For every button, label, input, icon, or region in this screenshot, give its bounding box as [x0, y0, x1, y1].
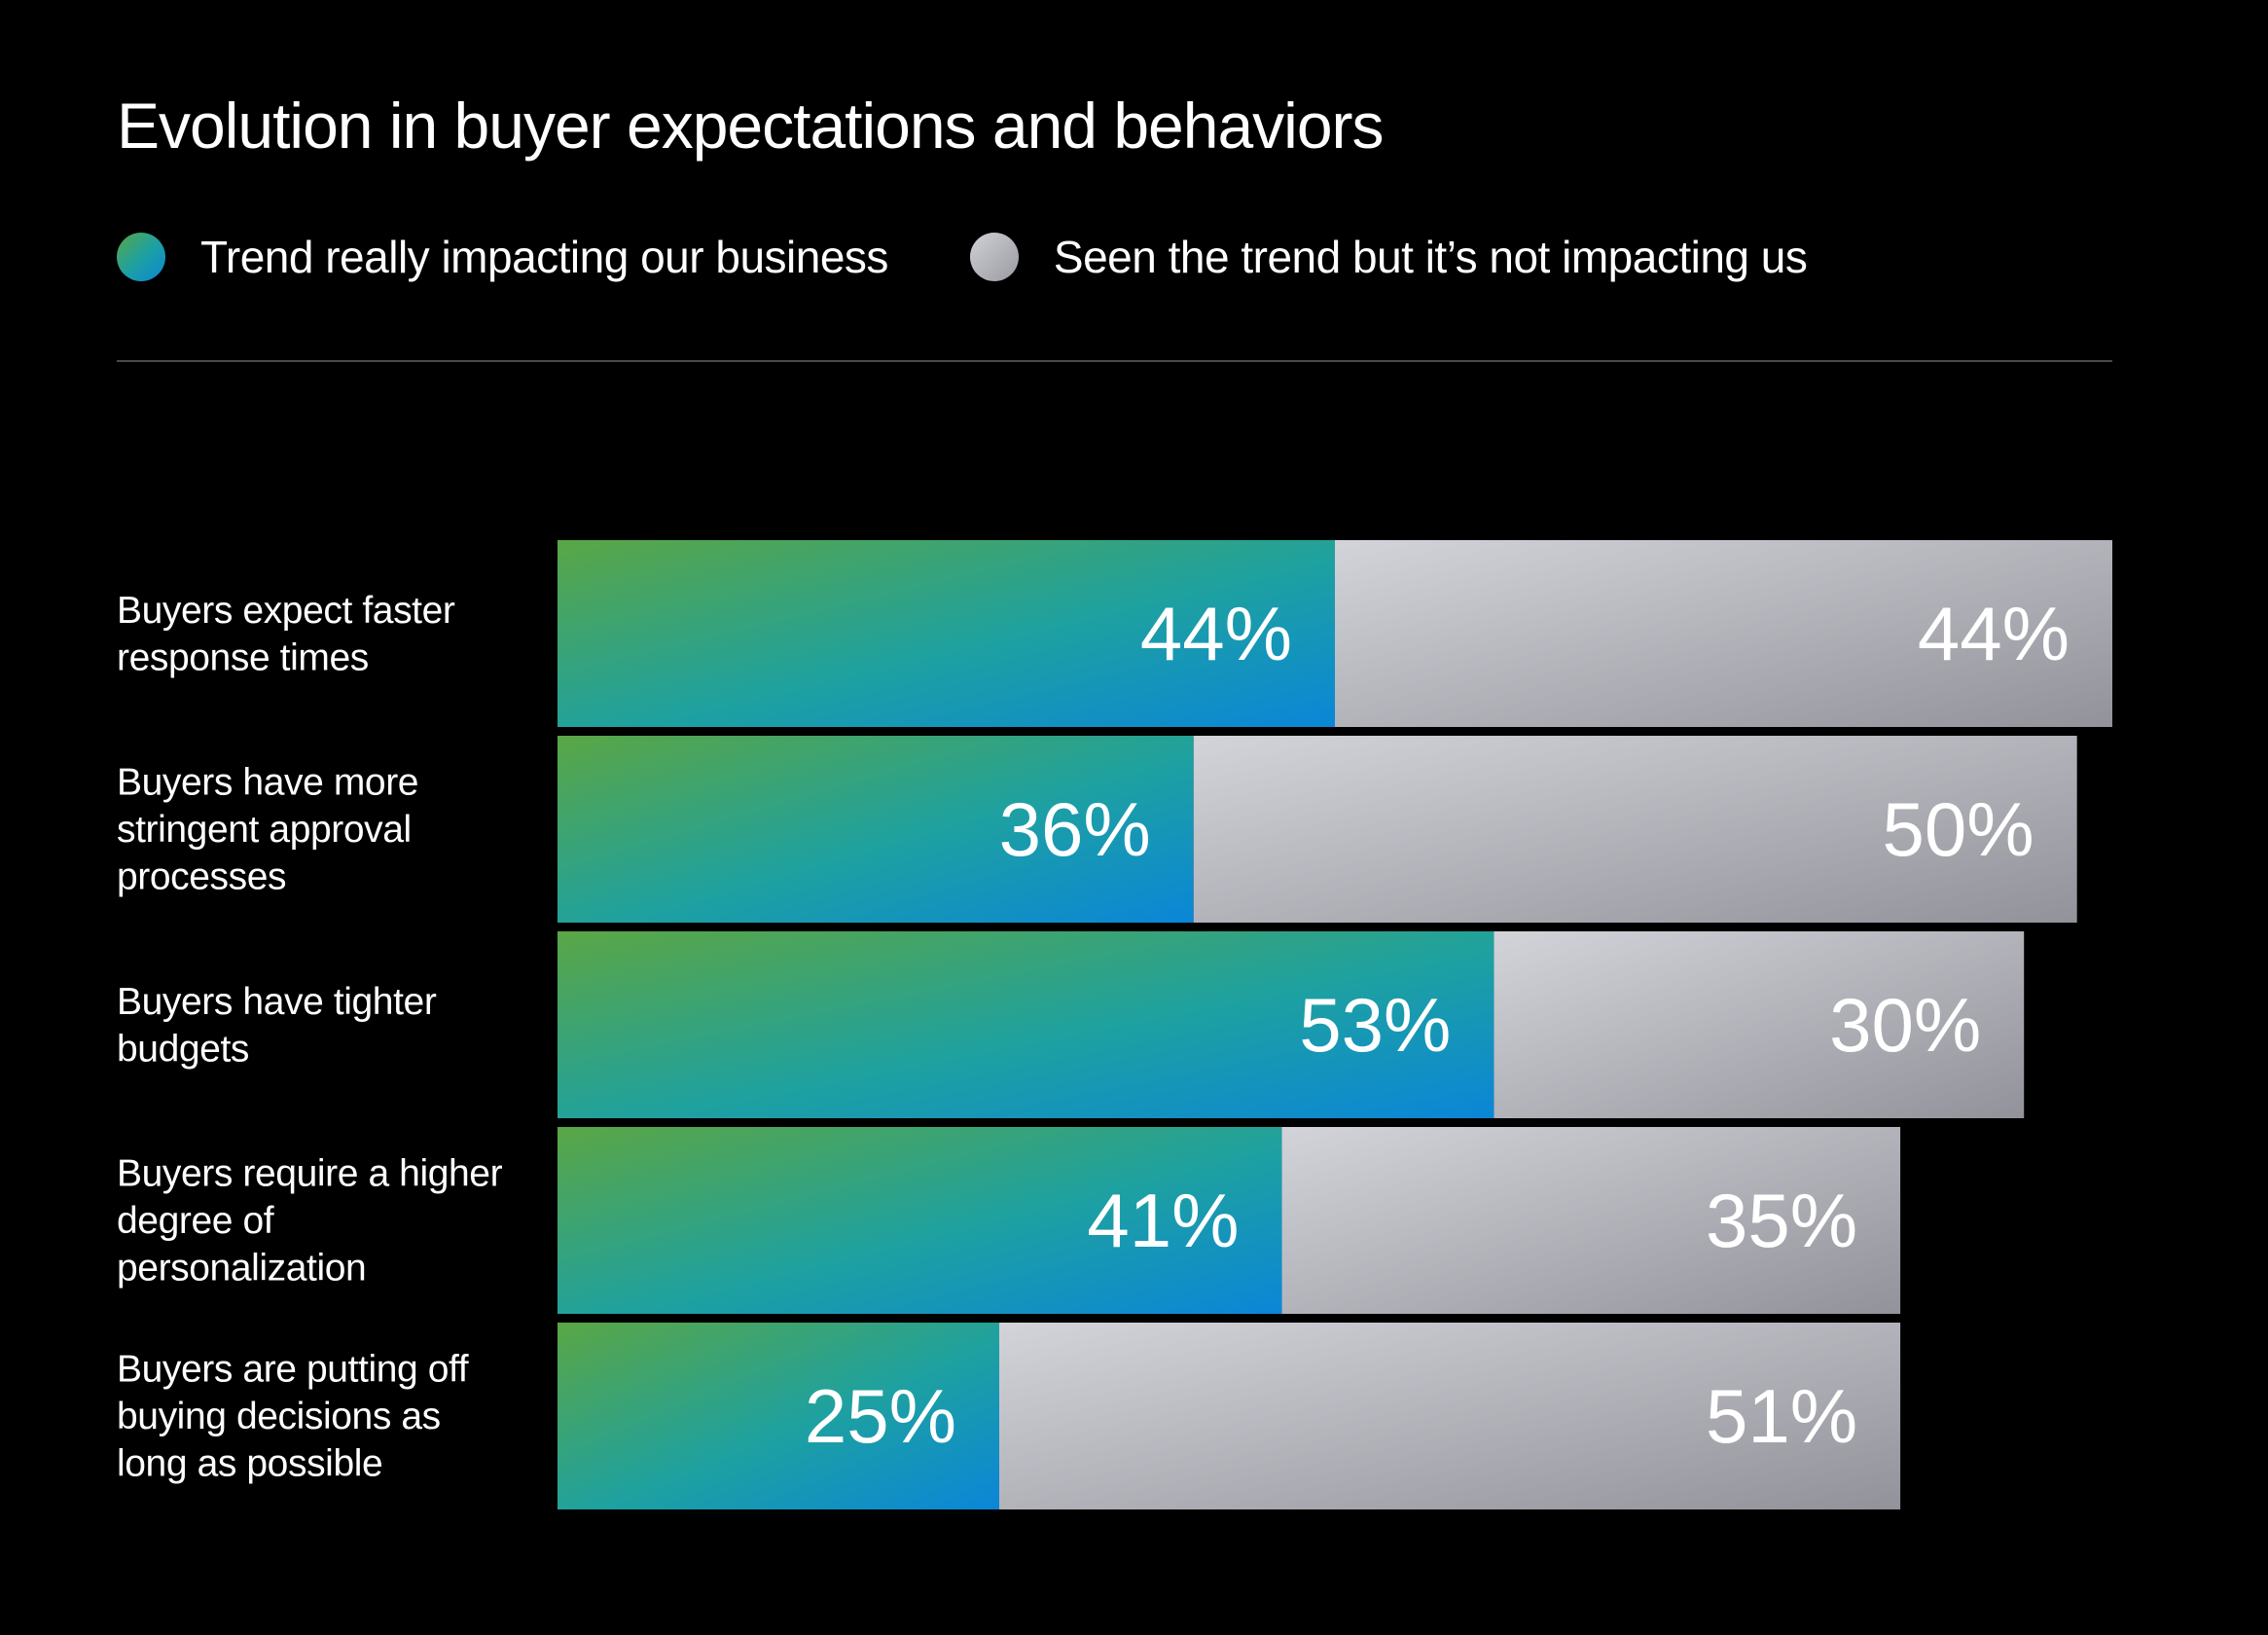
bar-not-impact	[1193, 736, 2077, 923]
bar-impact	[558, 736, 1194, 923]
category-label-line: budgets	[117, 1028, 249, 1070]
legend: Trend really impacting our business Seen…	[117, 232, 1889, 282]
category-label-line: Buyers are putting off	[117, 1349, 469, 1391]
value-label-not-impact: 51%	[1706, 1373, 1857, 1459]
divider-line	[117, 360, 2112, 362]
bar-impact	[558, 1127, 1282, 1314]
category-label-line: stringent approval	[117, 809, 412, 851]
bar-not-impact	[1281, 1127, 1901, 1314]
bar-not-impact	[1335, 540, 2112, 727]
category-label-line: Buyers require a higher	[117, 1153, 503, 1195]
category-label: Buyers have more stringent approval proces…	[117, 762, 418, 898]
value-label-impact: 25%	[805, 1373, 956, 1459]
category-label-line: Buyers have tighter	[117, 981, 437, 1023]
legend-dot-impact-icon	[117, 233, 165, 281]
category-label: Buyers require a higher degree of personal…	[117, 1153, 503, 1290]
legend-dot-not-impact-icon	[969, 233, 1019, 281]
value-label-not-impact: 35%	[1706, 1178, 1857, 1263]
value-label-impact: 41%	[1087, 1178, 1239, 1263]
category-label-line: degree of	[117, 1200, 274, 1242]
category-label-line: personalization	[117, 1248, 366, 1290]
category-label-line: processes	[117, 856, 286, 898]
legend-label-impact: Trend really impacting our business	[200, 232, 888, 282]
value-label-impact: 53%	[1299, 982, 1451, 1068]
bar-not-impact	[998, 1323, 1901, 1509]
legend-item-not-impact: Seen the trend but it’s not impacting us	[969, 231, 1808, 283]
value-label-not-impact: 44%	[1918, 591, 2070, 676]
bar-impact	[558, 1323, 999, 1509]
legend-label-not-impact: Seen the trend but it’s not impacting us	[1053, 232, 1808, 282]
category-label: Buyers are putting off buying decisions a…	[117, 1349, 469, 1485]
bar-not-impact	[1494, 931, 2025, 1118]
bars-group: Buyers expect faster response times 44% 44%…	[117, 540, 2112, 1509]
bar-impact	[558, 931, 1494, 1118]
bar-impact	[558, 540, 1335, 727]
chart-title: Evolution in buyer expectations and beha…	[117, 90, 1385, 162]
value-label-impact: 36%	[999, 786, 1151, 872]
category-label: Buyers have tighter budgets	[117, 981, 437, 1071]
value-label-impact: 44%	[1140, 591, 1292, 676]
legend-item-impact: Trend really impacting our business	[117, 231, 888, 283]
category-label-line: buying decisions as	[117, 1396, 441, 1437]
category-label-line: Buyers expect faster	[117, 590, 455, 632]
category-label: Buyers expect faster response times	[117, 590, 455, 679]
value-label-not-impact: 30%	[1829, 982, 1981, 1068]
value-label-not-impact: 50%	[1883, 786, 2034, 872]
category-label-line: long as possible	[117, 1443, 382, 1485]
category-label-line: Buyers have more	[117, 762, 418, 804]
category-label-line: response times	[117, 636, 369, 678]
